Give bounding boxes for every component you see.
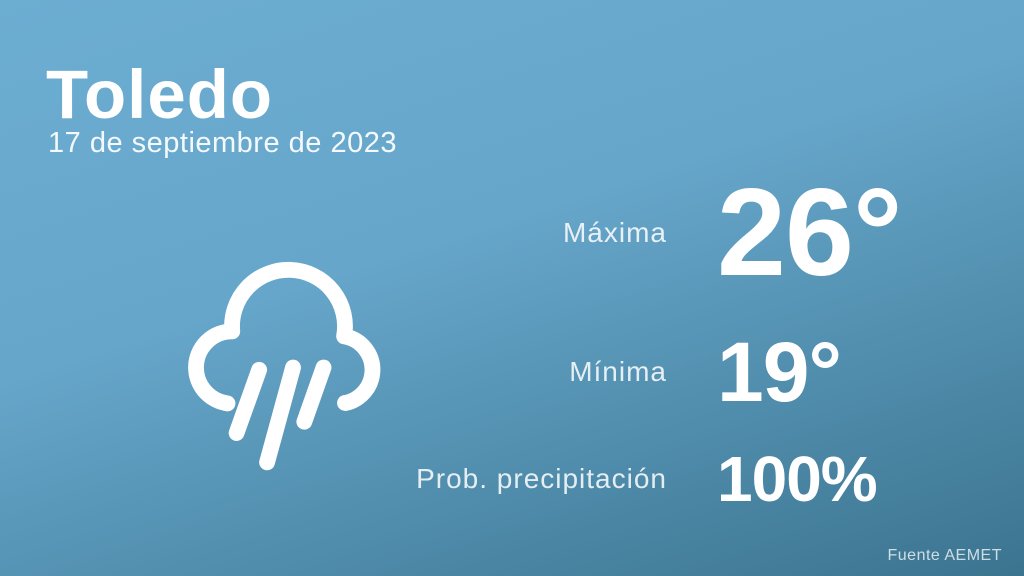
precipitation-row: Prob. precipitación 100% (0, 447, 1024, 511)
max-temp-value: 26° (717, 164, 903, 302)
cloud-rain-icon (171, 241, 397, 494)
precipitation-value: 100% (717, 443, 878, 515)
source-attribution: Fuente AEMET (887, 547, 1002, 564)
max-temp-row: Máxima 26° (0, 171, 1024, 295)
max-temp-label: Máxima (562, 217, 667, 248)
min-temp-row: Mínima 19° (0, 330, 1024, 414)
min-temp-label: Mínima (569, 356, 667, 387)
date-subtitle: 17 de septiembre de 2023 (48, 127, 397, 159)
precipitation-label: Prob. precipitación (416, 463, 667, 494)
location-title: Toledo (46, 56, 274, 133)
min-temp-value: 19° (717, 325, 842, 419)
